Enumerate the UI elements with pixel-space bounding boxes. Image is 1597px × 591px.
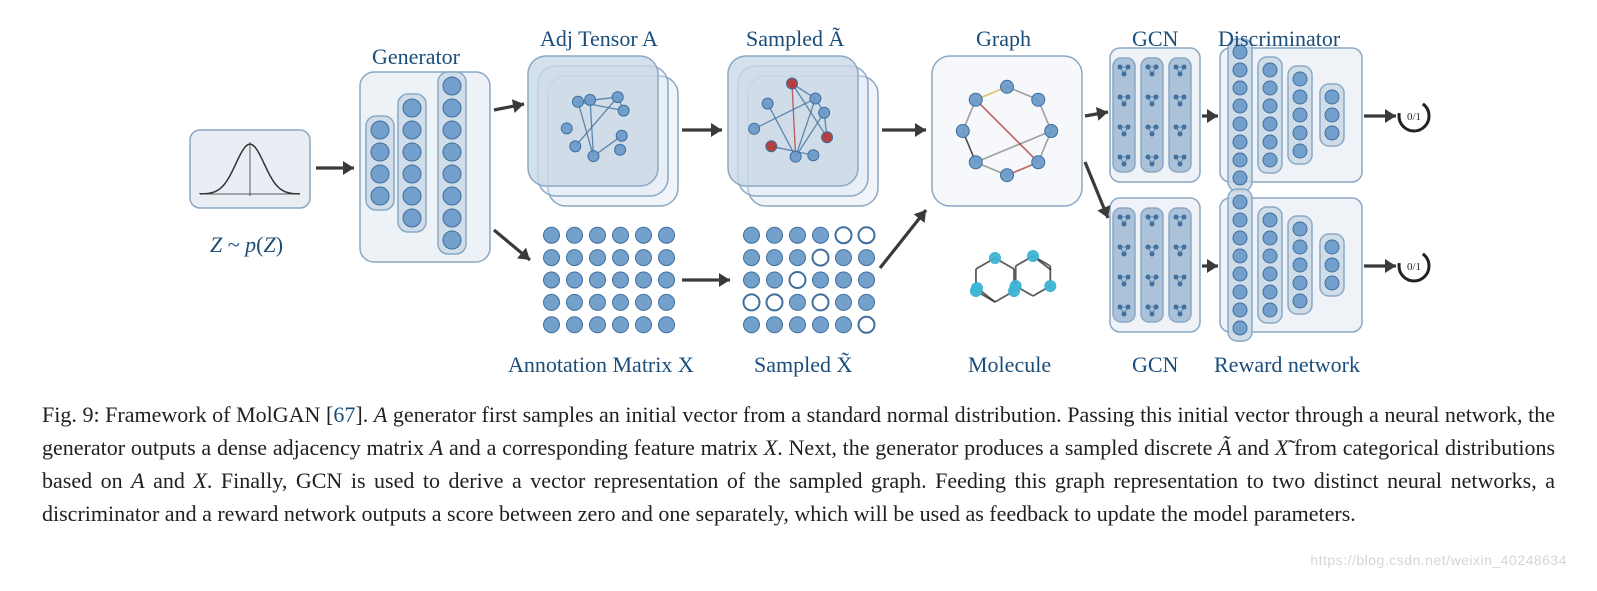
label-graph: Graph [976,26,1031,52]
diagram-svg: 0/1 0/1 [0,0,1597,380]
figure-caption: Fig. 9: Framework of MolGAN [67]. A gene… [42,398,1555,530]
label-gcn1: GCN [1132,26,1178,52]
label-gcn2: GCN [1132,352,1178,378]
label-reward: Reward network [1214,352,1360,378]
label-molecule: Molecule [968,352,1051,378]
label-disc: Discriminator [1218,26,1340,52]
label-annot: Annotation Matrix X [508,352,694,378]
label-sampA: Sampled Ã [746,26,844,52]
svg-text:0/1: 0/1 [1407,111,1421,123]
label-adj: Adj Tensor A [540,26,658,52]
label-prior: Z ~ p(Z) [210,232,283,258]
svg-text:0/1: 0/1 [1407,261,1421,273]
page: 0/1 0/1 Z ~ p(Z) Generator Adj Tensor A S… [0,0,1597,591]
label-generator: Generator [372,44,460,70]
label-sampX: Sampled X̃ [754,352,852,378]
watermark: https://blog.csdn.net/weixin_40248634 [1310,552,1567,568]
